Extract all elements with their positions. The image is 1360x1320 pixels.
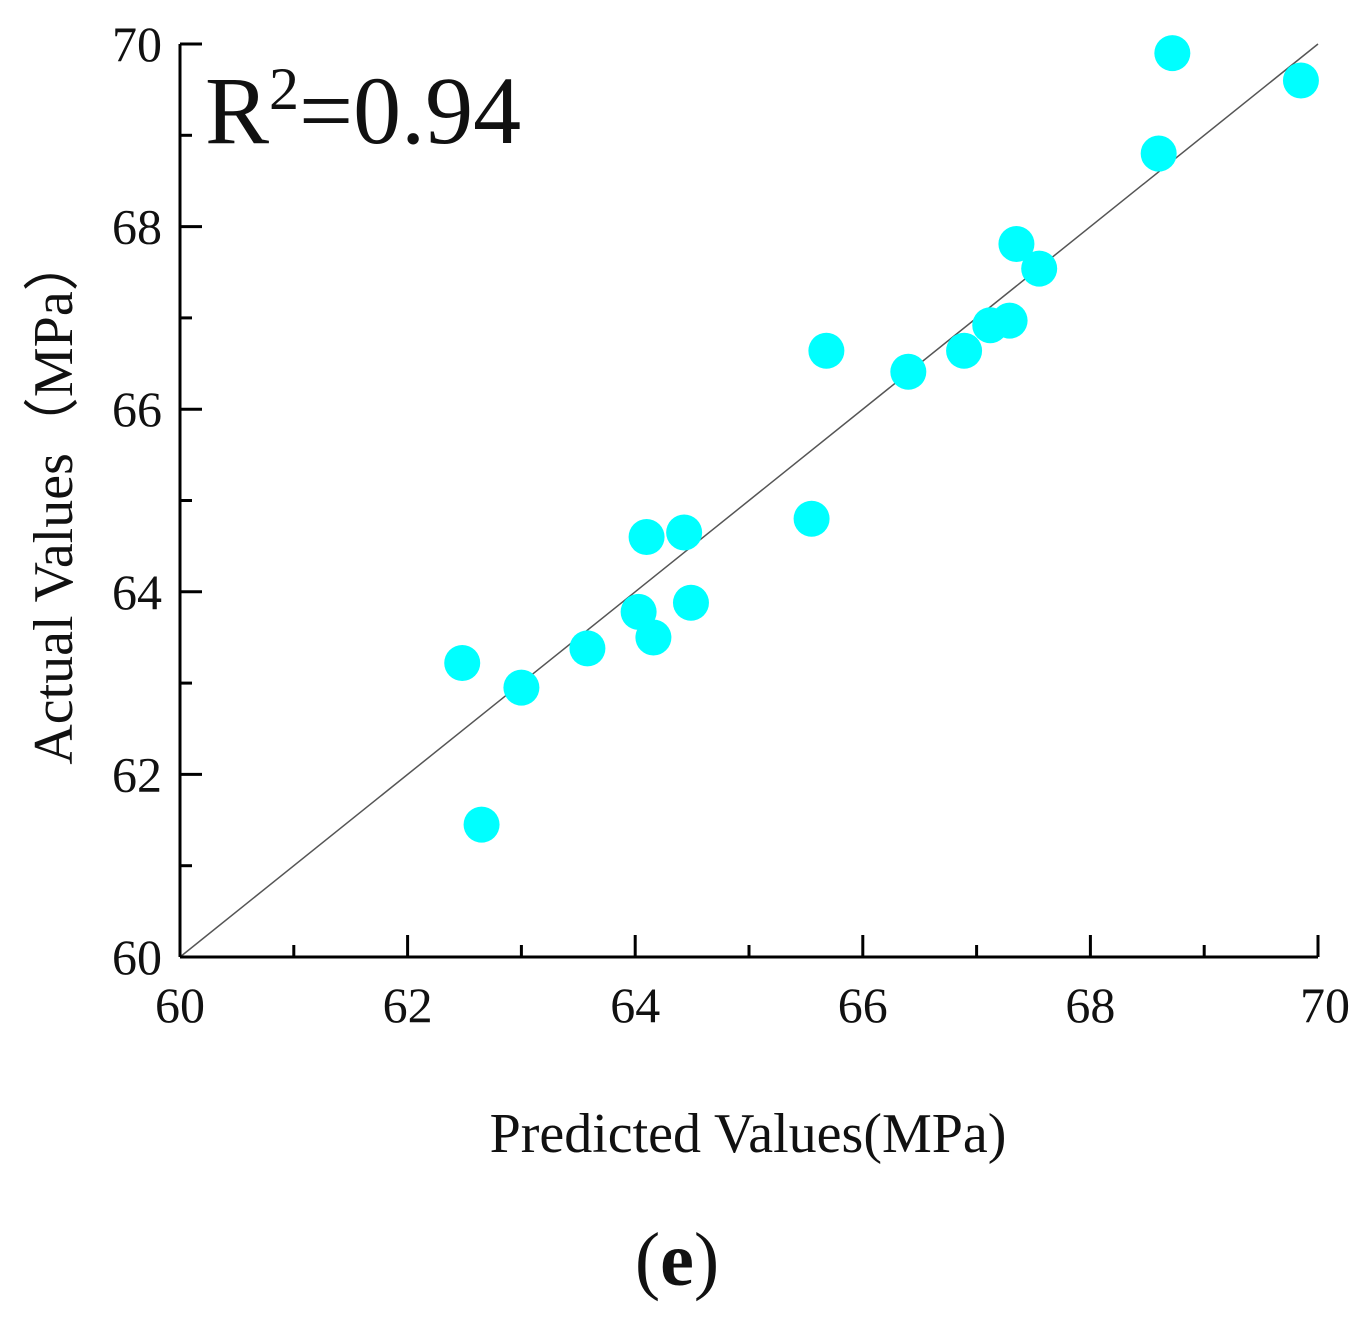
data-point — [946, 332, 983, 369]
x-tick-label: 62 — [383, 977, 433, 1033]
y-tick-label: 64 — [112, 564, 162, 620]
y-tick-label: 60 — [112, 929, 162, 985]
data-point — [503, 669, 540, 706]
data-point — [890, 353, 927, 390]
x-tick-label: 66 — [838, 977, 888, 1033]
panel-label-open: ( — [635, 1218, 660, 1302]
panel-label-letter: e — [660, 1218, 694, 1302]
data-point — [463, 806, 500, 843]
x-tick-label: 64 — [610, 977, 660, 1033]
data-point — [569, 630, 606, 667]
data-point — [672, 584, 709, 621]
x-axis-ticks: 60 62 64 66 68 70 — [155, 935, 1350, 1033]
r-squared-value: =0.94 — [299, 57, 521, 164]
data-point — [1140, 135, 1177, 172]
x-tick-label: 70 — [1300, 977, 1350, 1033]
data-point — [1282, 62, 1319, 99]
r-squared-annotation: R2=0.94 — [205, 56, 521, 164]
axes: 60 62 64 66 68 70 60 62 64 66 68 70 — [112, 16, 1350, 1033]
data-point — [444, 645, 481, 682]
plot-area — [179, 35, 1319, 958]
y-tick-label: 62 — [112, 746, 162, 802]
y-axis-ticks: 60 62 64 66 68 70 — [112, 16, 202, 985]
data-point — [1021, 250, 1058, 287]
y-axis-title: Actual Values（MPa） — [23, 235, 85, 764]
panel-label-close: ) — [694, 1218, 719, 1302]
y-tick-label: 68 — [112, 199, 162, 255]
data-point — [793, 500, 830, 537]
reference-line-y-equals-x — [179, 43, 1319, 958]
data-point — [635, 619, 672, 656]
r-squared-superscript: 2 — [269, 56, 299, 122]
data-point — [808, 332, 845, 369]
data-points — [444, 35, 1319, 843]
y-tick-label: 70 — [112, 16, 162, 72]
x-tick-label: 60 — [155, 977, 205, 1033]
x-tick-label: 68 — [1065, 977, 1115, 1033]
data-point — [991, 302, 1028, 339]
panel-label: (e) — [635, 1218, 719, 1302]
data-point — [628, 519, 665, 556]
data-point — [666, 514, 703, 551]
y-tick-label: 66 — [112, 381, 162, 437]
r-squared-base: R — [205, 57, 269, 164]
data-point — [1154, 35, 1191, 72]
data-point — [998, 225, 1035, 262]
x-axis-title: Predicted Values(MPa) — [490, 1103, 1007, 1165]
